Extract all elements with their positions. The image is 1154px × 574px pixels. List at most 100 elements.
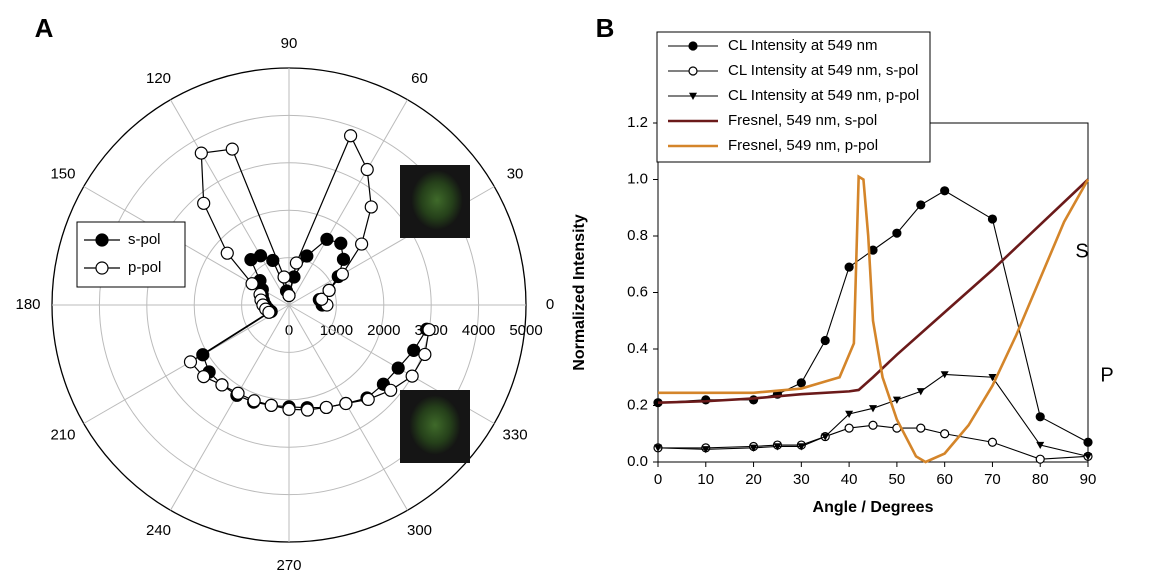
- legend-label: s-pol: [128, 231, 161, 248]
- r-tick-label: 2000: [367, 322, 400, 339]
- legend-box: [656, 31, 931, 163]
- marker: [244, 253, 258, 267]
- marker: [344, 129, 358, 143]
- legend-box: [76, 221, 186, 288]
- theta-tick-label: 150: [50, 165, 75, 182]
- y-tick-label: 0.2: [627, 396, 648, 413]
- legend-label: CL Intensity at 549 nm, p-pol: [728, 87, 919, 104]
- theta-tick-label: 300: [407, 522, 432, 539]
- marker: [844, 423, 854, 433]
- legend-marker: [95, 233, 109, 247]
- y-tick-label: 0.4: [627, 340, 648, 357]
- marker: [364, 200, 378, 214]
- legend-marker: [688, 41, 698, 51]
- marker: [940, 429, 950, 439]
- theta-tick-label: 240: [146, 522, 171, 539]
- inset-glow: [411, 170, 463, 230]
- marker: [194, 146, 208, 160]
- marker: [1035, 412, 1045, 422]
- legend-label: CL Intensity at 549 nm: [728, 37, 878, 54]
- marker: [322, 283, 336, 298]
- y-tick-label: 0.6: [627, 283, 648, 300]
- panel-a: A010002000300040005000030609012015018021…: [15, 13, 554, 574]
- marker: [336, 252, 351, 266]
- panel-label: A: [35, 13, 54, 43]
- series-line: [657, 373, 1089, 457]
- marker: [319, 400, 333, 415]
- series-line: [658, 174, 1090, 464]
- x-tick-label: 0: [654, 471, 662, 488]
- marker: [869, 405, 877, 413]
- y-tick-label: 0.0: [627, 453, 648, 470]
- marker: [422, 323, 436, 337]
- marker: [1036, 441, 1045, 450]
- marker: [247, 394, 261, 408]
- legend-label: Fresnel, 549 nm, s-pol: [728, 112, 877, 129]
- marker: [916, 388, 925, 396]
- spoke: [170, 304, 290, 511]
- marker: [300, 249, 314, 263]
- legend-marker: [95, 261, 109, 275]
- x-tick-label: 60: [936, 471, 953, 488]
- legend-label: p-pol: [128, 259, 161, 276]
- x-axis-label: Angle / Degrees: [813, 499, 934, 516]
- theta-tick-label: 120: [146, 70, 171, 87]
- legend-label: CL Intensity at 549 nm, s-pol: [728, 62, 918, 79]
- marker: [183, 355, 198, 369]
- marker: [892, 228, 902, 238]
- y-tick-label: 1.0: [627, 170, 648, 187]
- annotation: S: [1075, 240, 1088, 262]
- marker: [844, 262, 854, 272]
- x-tick-label: 50: [889, 471, 906, 488]
- x-tick-label: 40: [841, 471, 858, 488]
- theta-tick-label: 60: [411, 70, 428, 87]
- marker: [940, 371, 949, 379]
- panel-b: B 0 10 20 30 40 50 60 70 80 90 0.0 0.2 0.4 0.6 0.8 1.0 1.…: [571, 13, 1113, 516]
- panel-label: B: [596, 13, 615, 43]
- x-tick-label: 20: [745, 471, 762, 488]
- marker: [300, 403, 315, 417]
- y-axis-label: Normalized Intensity: [571, 214, 588, 371]
- marker: [361, 392, 375, 407]
- marker: [384, 383, 398, 397]
- marker: [225, 142, 239, 156]
- marker: [773, 443, 782, 451]
- marker: [245, 277, 259, 291]
- marker: [334, 236, 348, 250]
- marker: [197, 196, 211, 210]
- legend-marker: [689, 92, 697, 100]
- marker: [335, 267, 349, 281]
- marker: [405, 369, 419, 383]
- marker: [360, 162, 374, 177]
- marker: [315, 292, 329, 306]
- marker: [197, 370, 211, 384]
- x-tick-label: 30: [793, 471, 810, 488]
- theta-tick-label: 180: [15, 296, 40, 313]
- y-tick-label: 1.2: [627, 114, 648, 131]
- marker: [892, 396, 901, 404]
- marker: [262, 305, 276, 319]
- spoke: [288, 99, 408, 306]
- marker: [1084, 453, 1092, 461]
- theta-tick-label: 210: [50, 426, 75, 443]
- y-tick-label: 0.8: [627, 227, 648, 244]
- marker: [821, 433, 830, 441]
- legend-label: Fresnel, 549 nm, p-pol: [728, 137, 878, 154]
- inset-glow: [409, 395, 461, 455]
- marker: [264, 398, 278, 412]
- marker: [701, 446, 710, 454]
- marker: [987, 437, 998, 447]
- x-tick-label: 90: [1080, 471, 1097, 488]
- theta-tick-label: 30: [507, 165, 524, 182]
- marker: [916, 200, 926, 210]
- series-line: [658, 424, 1089, 460]
- marker: [987, 214, 998, 224]
- spoke: [170, 99, 290, 306]
- theta-tick-label: 330: [503, 426, 528, 443]
- marker: [231, 386, 245, 400]
- x-tick-label: 70: [984, 471, 1001, 488]
- marker: [988, 374, 997, 382]
- r-tick-label: 1000: [320, 322, 353, 339]
- marker: [391, 361, 405, 375]
